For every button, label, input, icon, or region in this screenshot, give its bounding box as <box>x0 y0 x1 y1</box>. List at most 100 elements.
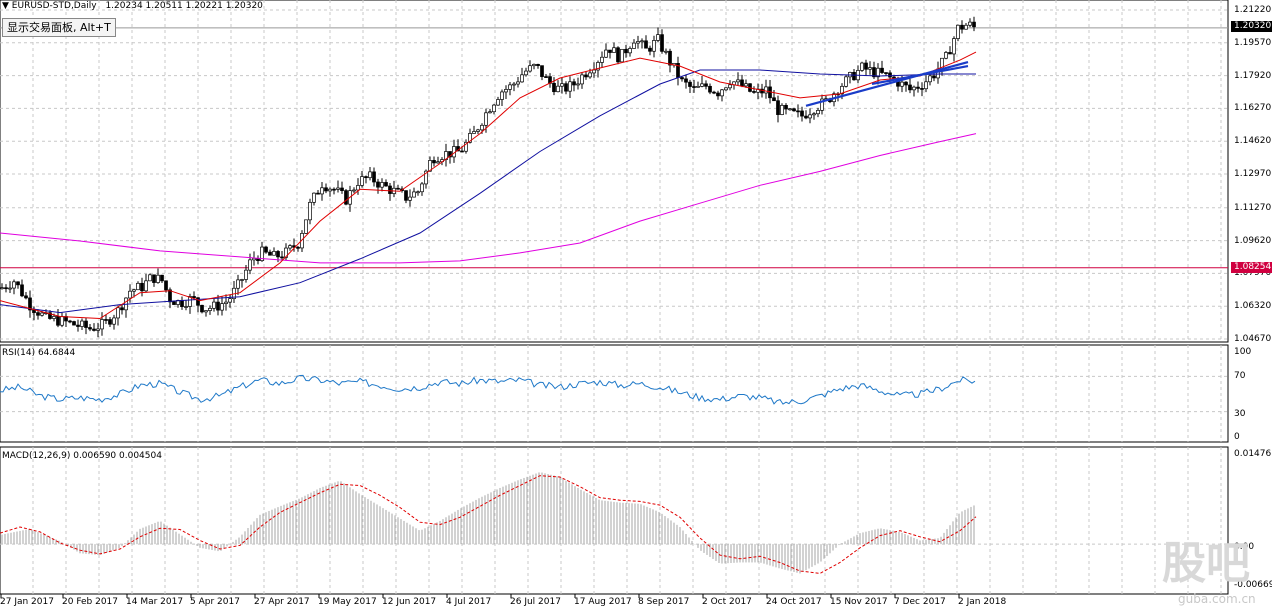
candle-body <box>628 48 632 54</box>
price-axis-label: 1.21220 <box>1234 5 1272 15</box>
price-axis-label: 1.12970 <box>1234 169 1272 179</box>
price-axis-label: 1.19570 <box>1234 37 1272 48</box>
time-axis-label: 2 Jan 2018 <box>958 597 1007 607</box>
candle-body <box>716 92 720 97</box>
candle-body <box>480 124 484 131</box>
candle-body <box>60 316 64 326</box>
candle-body <box>664 50 668 53</box>
candle-body <box>696 86 700 88</box>
candle-body <box>572 81 576 86</box>
macd-level-max: 0.01476 <box>1234 449 1272 459</box>
candle-body <box>340 187 344 191</box>
candle-body <box>948 52 952 55</box>
candle-body <box>8 287 12 290</box>
time-axis-label: 12 Jun 2017 <box>382 597 437 607</box>
candle-body <box>584 74 588 78</box>
rsi-pane <box>0 344 1229 443</box>
candle-body <box>656 34 660 41</box>
candle-body <box>220 303 224 311</box>
candle-body <box>72 321 76 326</box>
candle-body <box>356 185 360 191</box>
ma-fast-line <box>0 51 977 320</box>
candle-body <box>36 312 40 316</box>
candle-body <box>592 69 596 74</box>
candle-body <box>652 40 656 52</box>
candle-body <box>376 181 380 188</box>
candle-body <box>264 246 268 253</box>
title-arrow-icon[interactable]: ▼ <box>2 1 9 11</box>
price-axis-label: 1.14620 <box>1234 136 1272 147</box>
candle-body <box>300 233 304 249</box>
candle-body <box>416 191 420 194</box>
candle-body <box>864 62 868 70</box>
candle-body <box>964 24 968 30</box>
candle-body <box>960 24 964 30</box>
candle-body <box>588 72 592 78</box>
time-axis-label: 27 Apr 2017 <box>254 597 310 607</box>
candle-body <box>172 301 176 305</box>
candle-body <box>260 246 264 262</box>
hline-price-tag: 1.08254 <box>1231 262 1272 273</box>
candle-body <box>608 49 612 53</box>
candle-body <box>276 251 280 258</box>
ohlc-values: 1.20234 1.20511 1.20221 1.20320 <box>105 1 263 11</box>
candle-body <box>692 86 696 88</box>
candle-body <box>464 141 468 152</box>
candle-body <box>16 281 20 286</box>
candle-body <box>468 133 472 143</box>
rsi-level-70: 70 <box>1234 371 1246 381</box>
trend-line <box>871 64 969 86</box>
candle-body <box>408 196 412 201</box>
watermark-logo: 股吧 <box>1162 538 1250 589</box>
candle-body <box>196 297 200 306</box>
candle-body <box>804 115 808 119</box>
candle-body <box>244 269 248 280</box>
candle-body <box>816 110 820 115</box>
time-axis-label: 24 Oct 2017 <box>766 597 822 607</box>
candle-body <box>24 295 28 299</box>
candle-body <box>520 74 524 83</box>
candle-body <box>504 89 508 93</box>
time-axis-label: 26 Jul 2017 <box>510 597 561 607</box>
candle-body <box>624 48 628 54</box>
candle-body <box>524 70 528 76</box>
time-axis-label: 7 Dec 2017 <box>894 597 946 607</box>
candle-body <box>924 81 928 90</box>
candle-body <box>296 246 300 249</box>
price-axis-label: 1.07970 <box>1234 268 1272 279</box>
candle-body <box>228 298 232 303</box>
candle-body <box>204 310 208 313</box>
candle-body <box>116 307 120 319</box>
candle-body <box>612 47 616 53</box>
candle-body <box>604 49 608 58</box>
candle-body <box>860 62 864 71</box>
time-axis-label: 2 Oct 2017 <box>702 597 752 607</box>
candle-body <box>460 150 464 153</box>
watermark-url: guba.com.cn <box>1178 592 1256 606</box>
price-axis-label: 1.09620 <box>1234 235 1272 246</box>
candle-body <box>744 83 748 87</box>
candle-body <box>328 188 332 192</box>
price-axis-label: 1.04670 <box>1234 334 1272 344</box>
candle-body <box>516 81 520 85</box>
candle-body <box>596 62 600 71</box>
rsi-level-100: 100 <box>1234 347 1252 357</box>
candle-body <box>368 171 372 179</box>
candle-body <box>200 304 204 313</box>
candle-body <box>148 274 152 282</box>
candle-body <box>432 160 436 164</box>
candle-body <box>112 317 116 325</box>
candle-body <box>104 319 108 321</box>
candle-body <box>728 84 732 89</box>
candle-body <box>600 56 604 63</box>
candle-body <box>4 287 8 290</box>
candle-body <box>152 274 156 283</box>
candle-body <box>680 77 684 80</box>
candle-body <box>484 112 488 126</box>
candle-body <box>380 182 384 188</box>
candle-body <box>868 67 872 70</box>
candle-body <box>956 24 960 39</box>
candle-body <box>920 88 924 90</box>
